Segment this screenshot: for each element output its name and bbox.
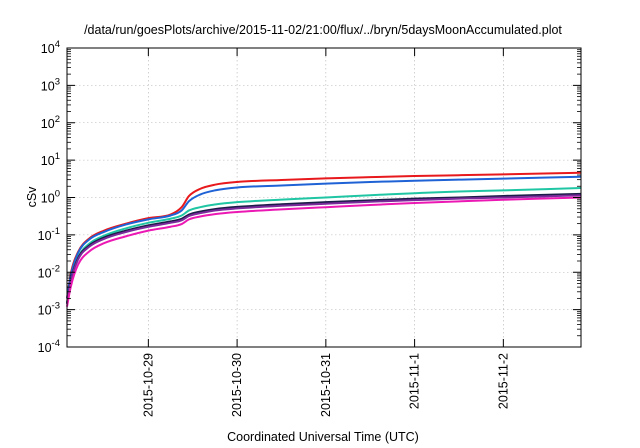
y-tick-base: 10 [38,341,52,355]
y-tick-label: 104 [41,39,60,56]
y-tick-label: 10-2 [38,263,60,280]
y-tick-base: 10 [38,304,52,318]
y-tick-exponent: 3 [55,76,60,87]
y-tick-exponent: -4 [52,338,60,349]
y-axis-label: cSv [25,186,39,208]
y-tick-exponent: 0 [55,189,60,200]
y-tick-base: 10 [41,42,55,56]
y-tick-base: 10 [41,79,55,93]
x-tick-label: 2015-11-1 [408,353,422,409]
y-tick-exponent: 1 [55,151,60,162]
y-tick-exponent: -1 [52,226,60,237]
x-tick-label: 2015-10-29 [141,353,155,417]
x-ticks: 2015-10-29 2015-10-30 2015-10-31 2015-11-1 2… [141,48,510,417]
y-tick-label: 100 [41,189,60,206]
series-line [66,194,582,305]
series-line [66,171,582,299]
y-tick-exponent: 2 [55,114,60,125]
y-tick-label: 10-4 [38,338,60,355]
y-tick-label: 10-3 [38,301,60,318]
y-tick-base: 10 [38,266,52,280]
y-tick-label: 101 [41,151,60,168]
series-line [66,192,582,304]
y-tick-base: 10 [41,154,55,168]
x-tick-label: 2015-11-2 [496,353,510,409]
x-tick-label: 2015-10-30 [230,353,244,417]
y-tick-label: 10-1 [38,226,60,243]
series-line [66,175,582,299]
series-group [66,171,582,307]
y-tick-base: 10 [38,229,52,243]
y-tick-label: 103 [41,76,60,93]
y-tick-base: 10 [41,117,55,131]
y-tick-exponent: 4 [55,39,60,50]
y-tick-exponent: -2 [52,263,60,274]
series-line [66,186,582,304]
y-tick-label: 102 [41,114,60,131]
y-tick-base: 10 [41,192,55,206]
x-axis-label: Coordinated Universal Time (UTC) [227,430,419,444]
series-line [66,196,582,307]
x-tick-label: 2015-10-31 [319,353,333,417]
y-tick-exponent: -3 [52,301,60,312]
chart-title: /data/run/goesPlots/archive/2015-11-02/2… [84,23,562,37]
